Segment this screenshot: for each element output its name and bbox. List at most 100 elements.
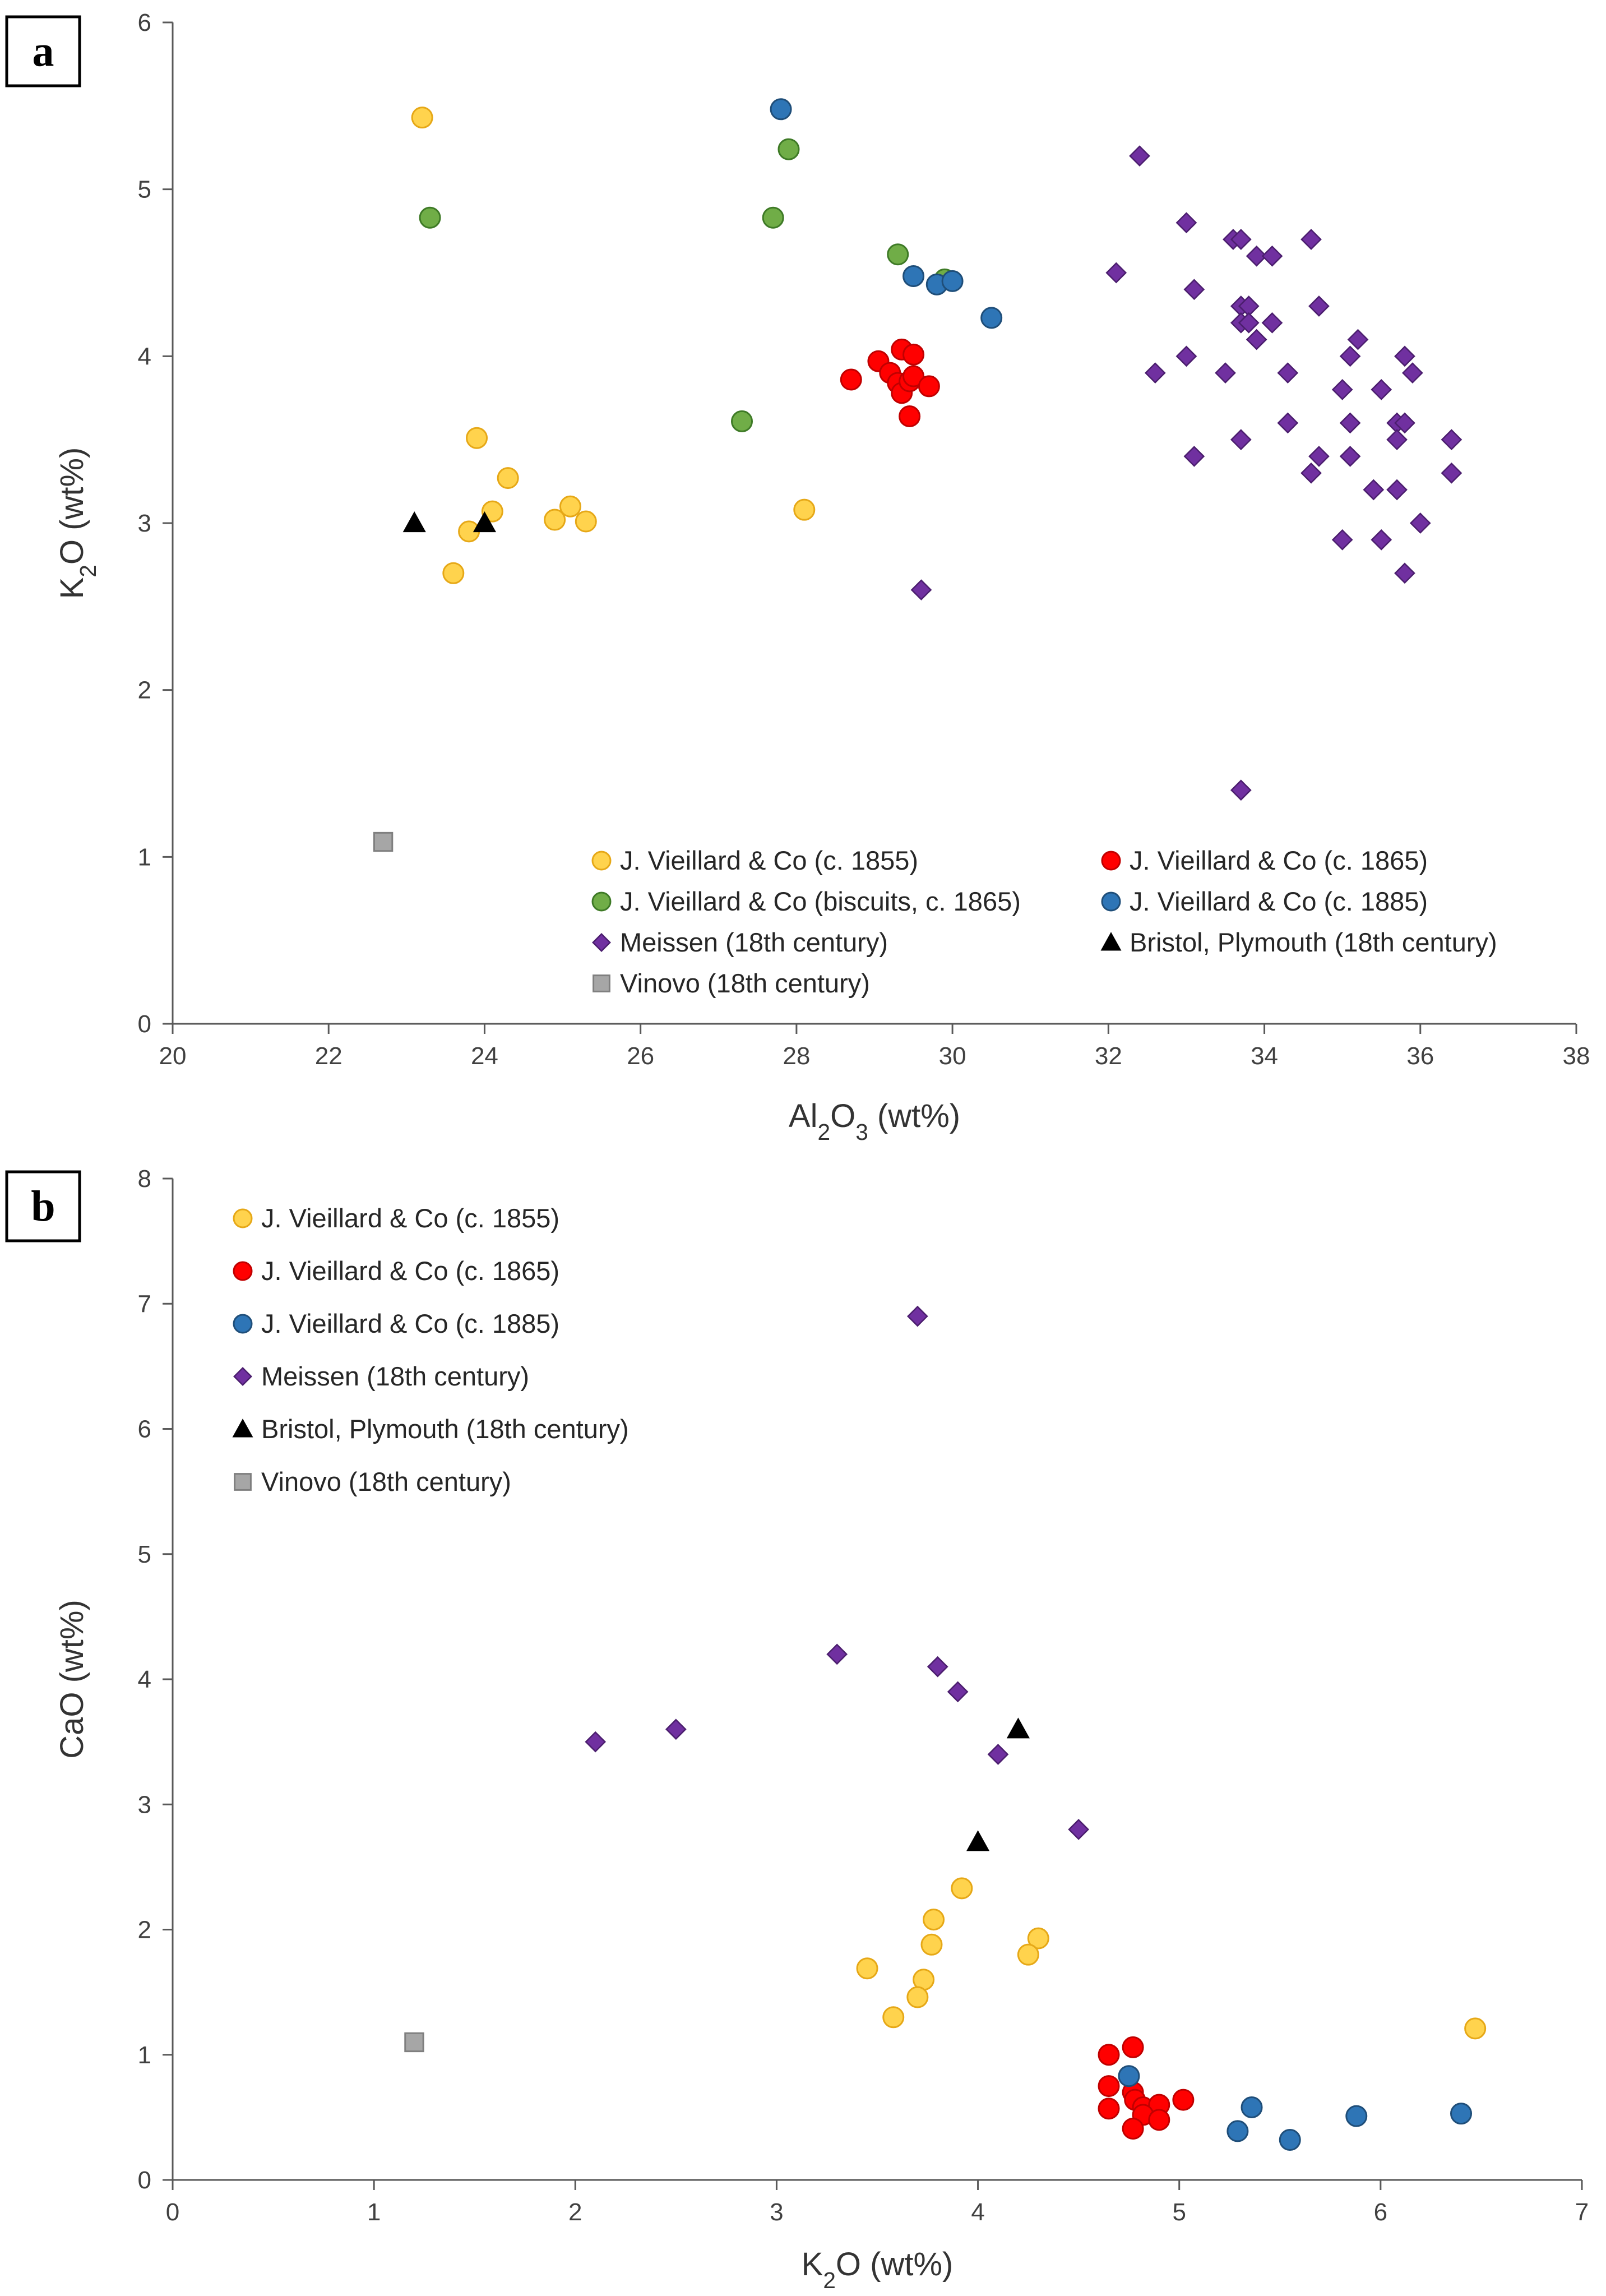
data-point: [442, 562, 465, 584]
x-tick-label: 26: [627, 1042, 654, 1070]
legend-label: J. Vieillard & Co (c. 1855): [620, 846, 918, 875]
legend-label: Bristol, Plymouth (18th century): [1130, 927, 1497, 957]
legend-label: Vinovo (18th century): [620, 968, 870, 998]
legend-marker-circle: [591, 851, 612, 871]
data-point: [411, 107, 433, 129]
data-point: [918, 375, 940, 398]
data-point: [770, 98, 792, 121]
data-point: [1339, 345, 1361, 367]
legend-item: Bristol, Plymouth (18th century): [232, 1414, 629, 1444]
data-point: [951, 1877, 973, 1900]
legend-item: J. Vieillard & Co (c. 1885): [233, 1309, 559, 1338]
series-meissen-18th-century: [910, 145, 1462, 801]
legend-marker-circle: [591, 891, 612, 912]
data-point: [1261, 312, 1283, 334]
data-point: [1464, 2017, 1487, 2040]
legend-label: J. Vieillard & Co (biscuits, c. 1865): [620, 886, 1021, 916]
legend-label: J. Vieillard & Co (c. 1885): [1130, 886, 1428, 916]
legend-marker-diamond: [233, 1367, 252, 1386]
data-point: [980, 307, 1003, 329]
data-point: [1363, 479, 1385, 501]
data-point: [1386, 429, 1408, 451]
legend-label: Vinovo (18th century): [261, 1467, 511, 1496]
data-point: [1227, 2120, 1249, 2142]
series-j-vieillard-co-c-1865: [840, 338, 940, 427]
data-point: [1183, 279, 1205, 301]
legend-item: Vinovo (18th century): [593, 968, 870, 998]
data-point: [1172, 2089, 1195, 2111]
data-point: [906, 1305, 928, 1327]
data-point: [910, 579, 932, 600]
data-point: [1098, 2098, 1120, 2120]
data-point: [1230, 779, 1252, 801]
data-point: [762, 206, 784, 229]
data-point: [1300, 229, 1322, 250]
legend-label: Meissen (18th century): [261, 1361, 529, 1391]
data-point: [899, 405, 921, 427]
data-point: [941, 270, 964, 292]
x-tick-label: 30: [939, 1042, 966, 1070]
data-point: [1401, 362, 1423, 384]
data-point: [1279, 2129, 1301, 2151]
data-point: [1394, 345, 1415, 367]
legend-item: J. Vieillard & Co (c. 1855): [591, 846, 918, 875]
series-j-vieillard-co-c-1885: [770, 98, 1003, 329]
x-tick-label: 5: [1172, 2198, 1186, 2226]
x-tick-label: 4: [971, 2198, 984, 2226]
data-point: [665, 1718, 687, 1740]
series-bristol-plymouth-18th-century: [966, 1717, 1030, 1851]
x-tick-label: 34: [1251, 1042, 1278, 1070]
legend: J. Vieillard & Co (c. 1855) J. Vieillard …: [232, 1203, 629, 1496]
legend-marker-triangle: [1100, 932, 1122, 951]
y-tick-label: 2: [138, 1916, 151, 1944]
data-point: [1238, 312, 1260, 334]
data-point: [731, 410, 753, 432]
legend-marker-circle: [233, 1314, 253, 1334]
data-point: [793, 498, 816, 521]
data-point: [1277, 412, 1299, 434]
data-point: [887, 243, 909, 266]
legend-item: J. Vieillard & Co (c. 1865): [1101, 846, 1428, 875]
data-point: [1308, 295, 1330, 317]
data-point: [1175, 212, 1197, 234]
series-vinovo-18th-century: [373, 831, 394, 852]
data-point: [902, 343, 925, 366]
data-point: [882, 2006, 905, 2029]
data-point: [497, 467, 519, 489]
panel-b-chart: b 0 1 2 3 4 5 6 7 8 0 1 2 3 4 5 6 7 K2O (wt%) CaO (wt%) J. V…: [5, 1165, 1589, 2293]
data-point: [927, 1656, 948, 1678]
legend-label: J. Vieillard & Co (c. 1855): [261, 1203, 559, 1233]
legend-marker-circle: [233, 1208, 253, 1228]
data-point: [840, 368, 862, 391]
y-tick-label: 3: [138, 510, 151, 537]
legend-marker-circle: [1101, 891, 1121, 912]
data-point: [1027, 1927, 1049, 1949]
series-j-vieillard-co-c-1855: [411, 107, 816, 584]
data-point: [1183, 446, 1205, 467]
legend-label: Meissen (18th century): [620, 927, 888, 957]
legend-marker-circle: [1101, 851, 1121, 871]
y-tick-label: 0: [138, 2166, 151, 2194]
data-point: [1246, 245, 1267, 267]
x-tick-label: 6: [1374, 2198, 1387, 2226]
x-tick-label: 36: [1406, 1042, 1434, 1070]
legend-item: Bristol, Plymouth (18th century): [1100, 927, 1497, 957]
x-tick-label: 2: [568, 2198, 582, 2226]
series-j-vieillard-co-c-1855: [856, 1877, 1487, 2040]
data-point: [777, 138, 800, 160]
y-tick-label: 1: [138, 2041, 151, 2069]
y-tick-label: 7: [138, 1290, 151, 1318]
legend-item: Vinovo (18th century): [234, 1467, 511, 1496]
legend-marker-diamond: [592, 933, 611, 952]
panel-letter-box: [5, 15, 81, 87]
y-tick-label: 3: [138, 1791, 151, 1818]
data-point: [1246, 329, 1267, 350]
data-point: [404, 2032, 424, 2053]
legend-label: J. Vieillard & Co (c. 1865): [1130, 846, 1428, 875]
legend-item: J. Vieillard & Co (c. 1855): [233, 1203, 559, 1233]
x-tick-label: 22: [315, 1042, 343, 1070]
data-point: [1098, 2075, 1120, 2098]
x-tick-label: 38: [1563, 1042, 1590, 1070]
legend-marker-square: [234, 1473, 252, 1491]
legend-label: J. Vieillard & Co (c. 1885): [261, 1309, 559, 1338]
